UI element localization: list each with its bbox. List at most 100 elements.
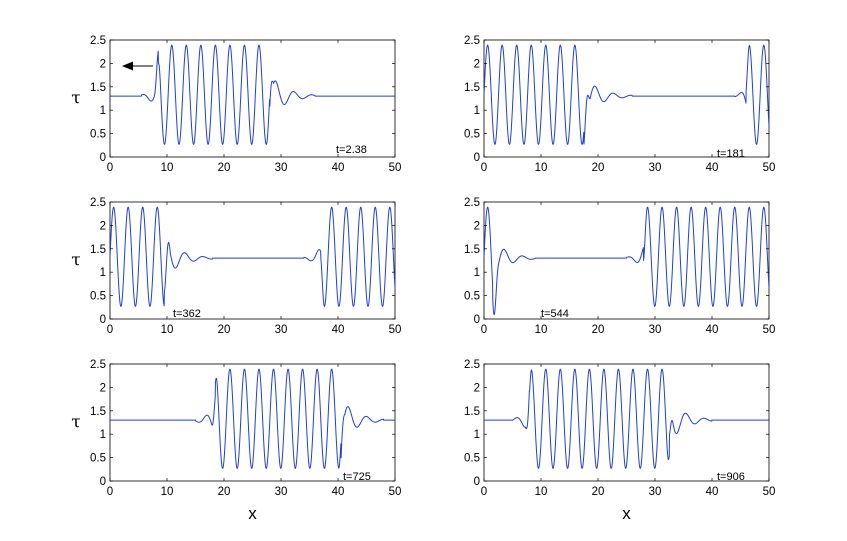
tau-series-line — [109, 368, 396, 469]
y-tick-label: 2.5 — [464, 35, 480, 47]
y-tick-label: 2 — [100, 382, 106, 394]
arrow-head — [122, 61, 133, 71]
y-tick-label: 2.5 — [90, 35, 106, 47]
x-tick-label: 40 — [332, 162, 345, 174]
plot-area — [483, 39, 770, 158]
panel-1: 0 10 20 30 40 50 0 0.5 1 1.5 2 2.5 t=2.38 τ — [71, 35, 401, 174]
x-tick-label: 10 — [535, 324, 548, 336]
tau-series-line — [483, 206, 770, 316]
y-axis-label: τ — [71, 413, 80, 433]
panel-4: 0 10 20 30 40 50 0 0.5 1 1.5 2 2.5 t=544 — [464, 197, 775, 336]
x-tick-label: 0 — [107, 162, 113, 174]
x-tick-label: 50 — [763, 324, 776, 336]
y-tick-label: 2.5 — [464, 359, 480, 371]
tau-series-line — [483, 44, 770, 145]
y-tick-label: 2 — [474, 58, 480, 70]
time-label: t=181 — [717, 148, 745, 160]
y-tick-label: 0.5 — [90, 453, 106, 465]
y-tick-label: 0.5 — [464, 129, 480, 141]
x-tick-label: 0 — [481, 486, 487, 498]
y-tick-label: 0 — [100, 152, 106, 164]
x-tick-label: 30 — [649, 486, 662, 498]
direction-arrow — [122, 61, 153, 71]
x-tick-label: 50 — [389, 324, 402, 336]
x-tick-label: 50 — [763, 162, 776, 174]
x-axis-label: x — [622, 504, 631, 523]
x-tick-label: 20 — [218, 324, 231, 336]
y-tick-label: 0 — [474, 152, 480, 164]
time-label: t=544 — [541, 308, 569, 320]
y-tick-label: 0 — [474, 476, 480, 488]
tau-series-line — [483, 368, 770, 469]
y-tick-label: 2.5 — [90, 197, 106, 209]
x-tick-label: 40 — [706, 162, 719, 174]
tau-series-line — [109, 206, 396, 307]
y-tick-label: 0 — [100, 314, 106, 326]
y-tick-label: 0.5 — [464, 453, 480, 465]
y-tick-label: 1.5 — [90, 406, 106, 418]
x-tick-label: 20 — [592, 162, 605, 174]
y-tick-label: 1.5 — [90, 82, 106, 94]
y-tick-label: 2 — [100, 220, 106, 232]
x-tick-label: 30 — [275, 324, 288, 336]
x-tick-label: 0 — [107, 324, 113, 336]
x-tick-label: 40 — [706, 324, 719, 336]
y-tick-label: 0 — [100, 476, 106, 488]
x-tick-label: 40 — [706, 486, 719, 498]
x-tick-label: 20 — [218, 162, 231, 174]
y-tick-label: 1.5 — [464, 82, 480, 94]
x-tick-label: 40 — [332, 486, 345, 498]
x-tick-label: 50 — [389, 486, 402, 498]
panel-5: 0 10 20 30 40 50 0 0.5 1 1.5 2 2.5 t=725 τ x — [71, 359, 401, 523]
x-tick-label: 10 — [161, 324, 174, 336]
x-tick-label: 0 — [107, 486, 113, 498]
x-tick-label: 10 — [161, 486, 174, 498]
plot-area — [109, 201, 396, 320]
x-tick-label: 50 — [389, 162, 402, 174]
y-tick-label: 1 — [474, 267, 480, 279]
x-tick-label: 10 — [161, 162, 174, 174]
panel-2: 0 10 20 30 40 50 0 0.5 1 1.5 2 2.5 t=181 — [464, 35, 775, 174]
y-tick-label: 2.5 — [90, 359, 106, 371]
time-label: t=725 — [343, 471, 371, 483]
time-label: t=906 — [717, 471, 745, 483]
y-tick-label: 2 — [474, 220, 480, 232]
time-label: t=2.38 — [336, 144, 367, 156]
x-axis-label: x — [248, 504, 257, 523]
y-tick-label: 0.5 — [90, 129, 106, 141]
y-tick-label: 1 — [474, 105, 480, 117]
y-tick-label: 1 — [100, 105, 106, 117]
time-label: t=362 — [173, 308, 201, 320]
x-tick-label: 20 — [218, 486, 231, 498]
y-tick-label: 1 — [100, 429, 106, 441]
x-tick-label: 40 — [332, 324, 345, 336]
y-tick-label: 0.5 — [90, 291, 106, 303]
panel-3: 0 10 20 30 40 50 0 0.5 1 1.5 2 2.5 t=362 τ — [71, 197, 401, 336]
y-tick-label: 2 — [100, 58, 106, 70]
x-tick-label: 20 — [592, 486, 605, 498]
x-tick-label: 0 — [481, 162, 487, 174]
y-tick-label: 1.5 — [464, 244, 480, 256]
x-tick-label: 50 — [763, 486, 776, 498]
tau-series-line — [109, 44, 396, 145]
x-tick-label: 10 — [535, 162, 548, 174]
y-tick-label: 1.5 — [464, 406, 480, 418]
x-tick-label: 20 — [592, 324, 605, 336]
y-tick-label: 0 — [474, 314, 480, 326]
y-tick-label: 1.5 — [90, 244, 106, 256]
y-axis-label: τ — [71, 251, 80, 271]
y-tick-label: 0.5 — [464, 291, 480, 303]
y-tick-label: 1 — [474, 429, 480, 441]
x-tick-label: 0 — [481, 324, 487, 336]
y-axis-label: τ — [71, 89, 80, 109]
x-tick-label: 30 — [275, 486, 288, 498]
panel-6: 0 10 20 30 40 50 0 0.5 1 1.5 2 2.5 t=906 x — [464, 359, 775, 523]
x-tick-label: 30 — [649, 324, 662, 336]
y-tick-label: 1 — [100, 267, 106, 279]
y-tick-label: 2 — [474, 382, 480, 394]
x-tick-label: 10 — [535, 486, 548, 498]
plot-area — [483, 201, 770, 320]
x-tick-label: 30 — [649, 162, 662, 174]
x-tick-label: 30 — [275, 162, 288, 174]
